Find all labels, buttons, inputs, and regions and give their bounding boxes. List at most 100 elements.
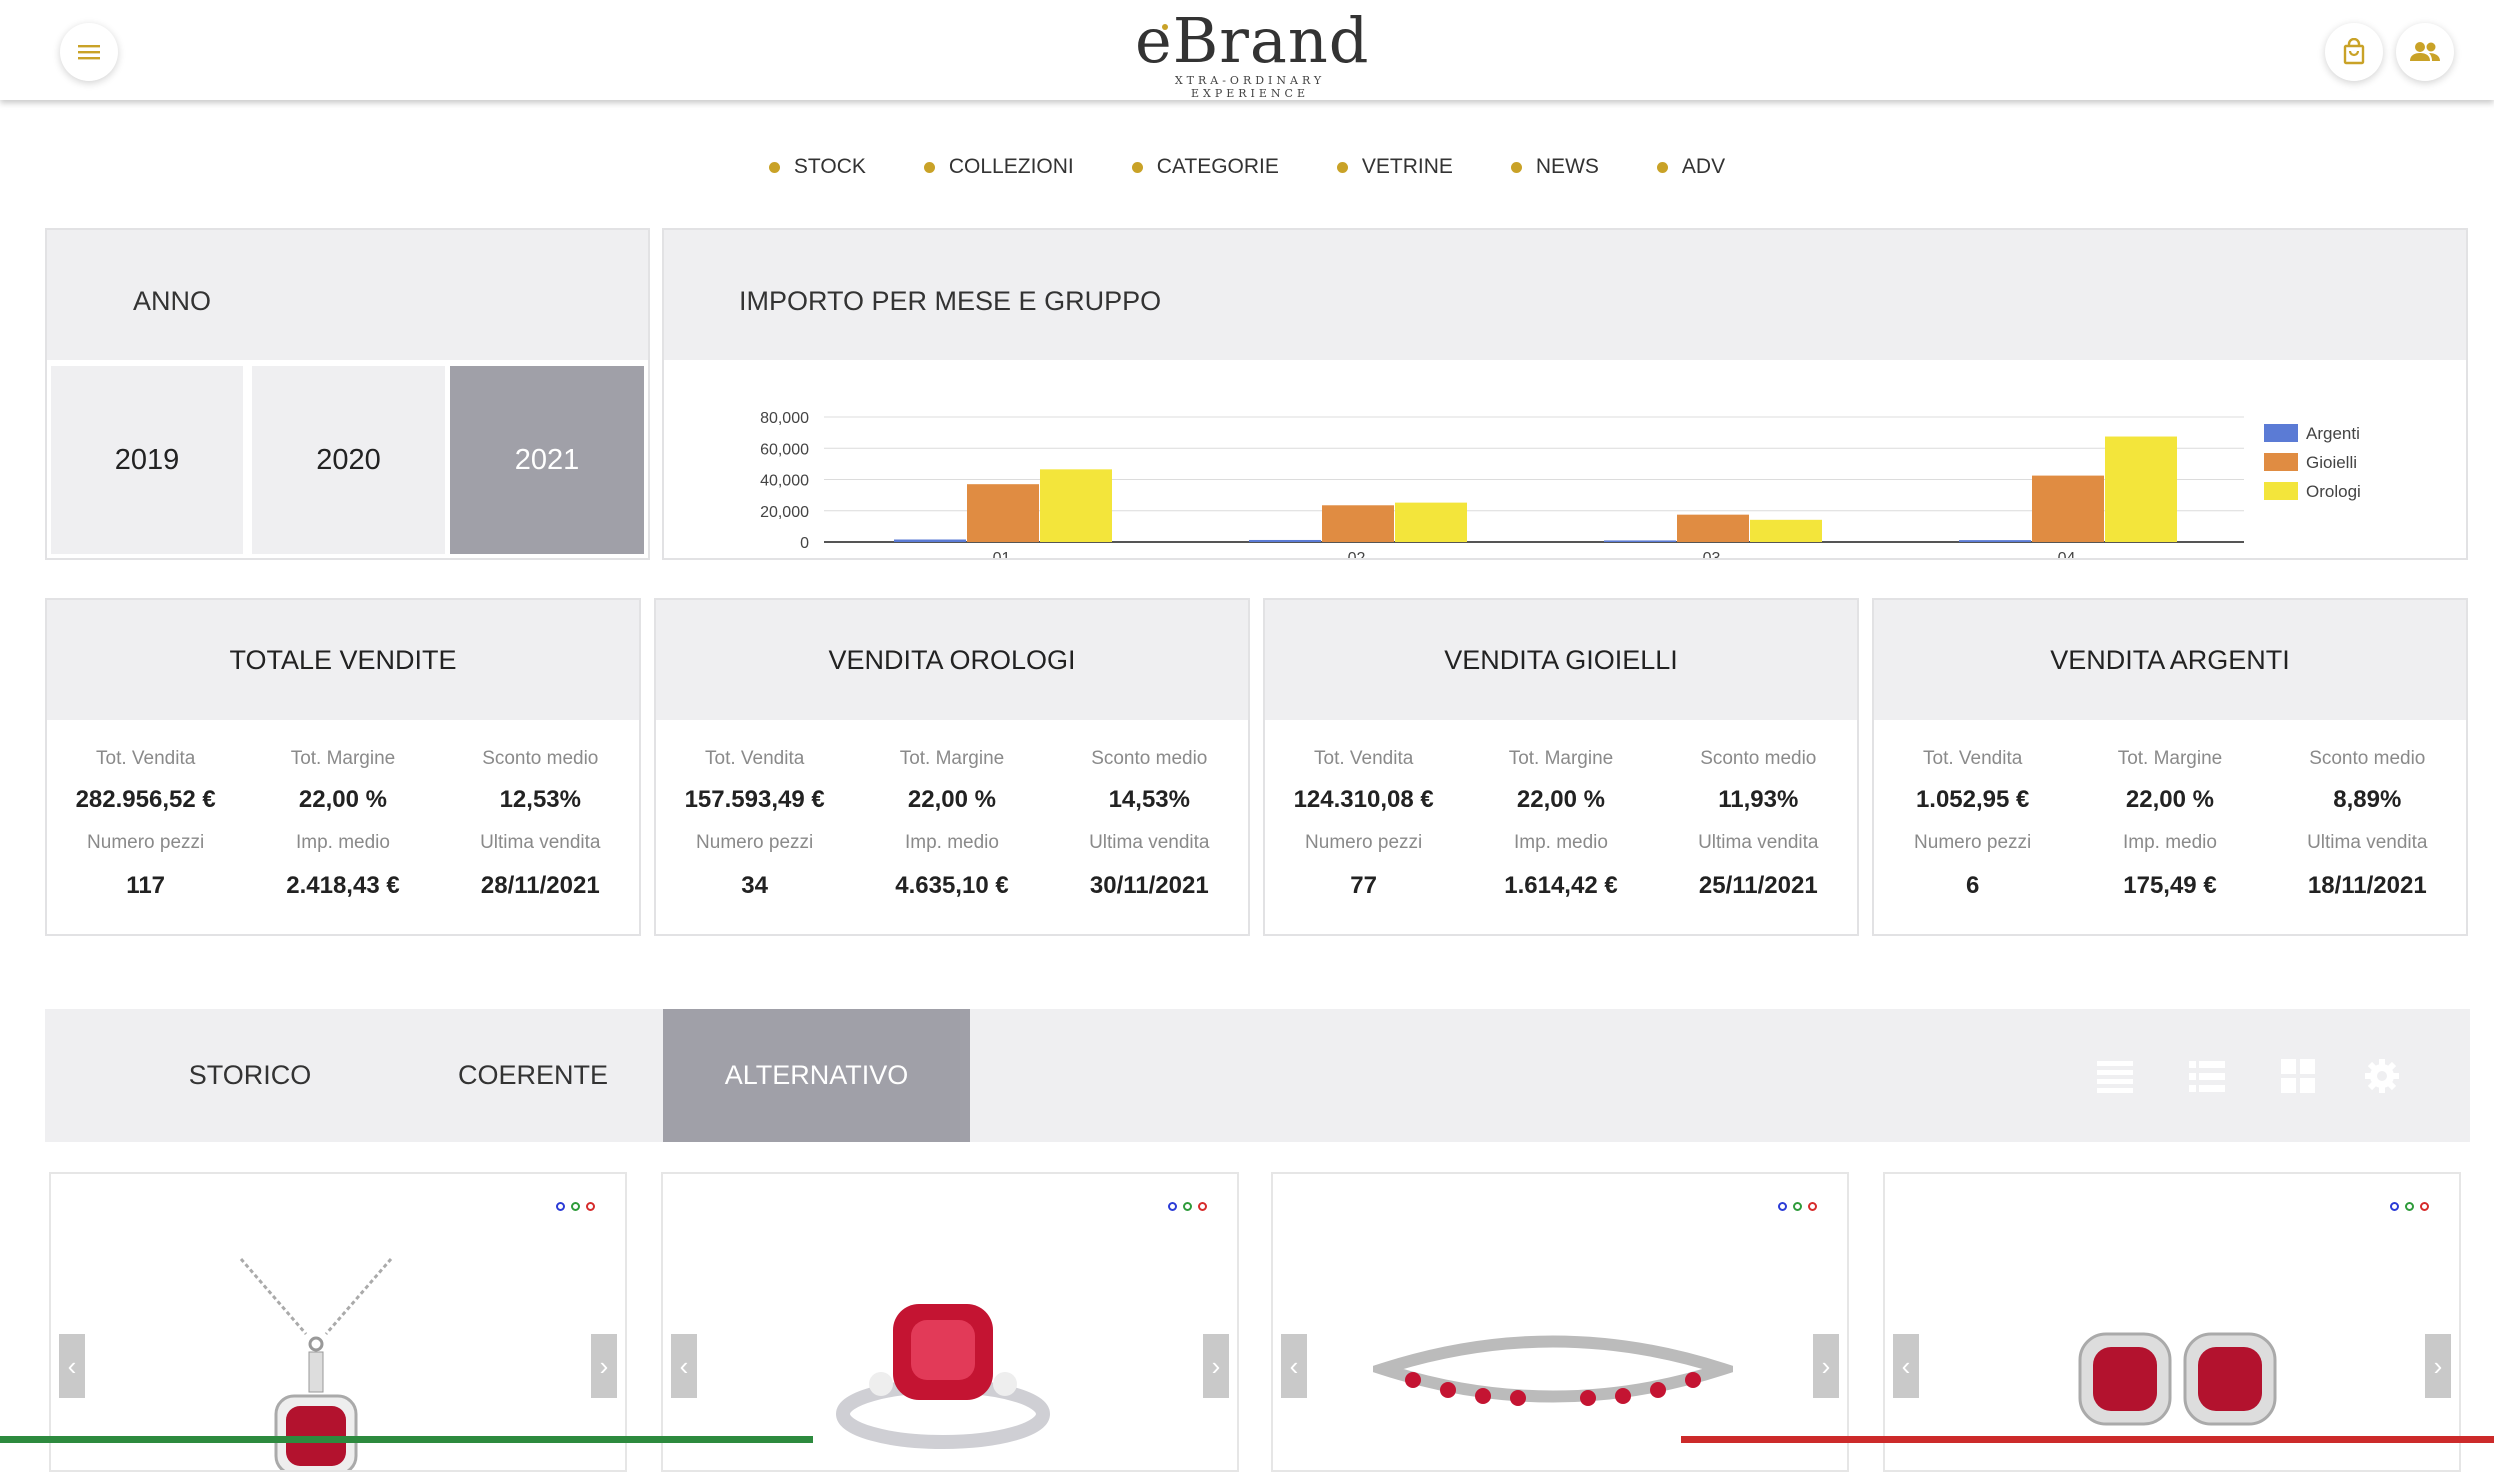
next-image-button[interactable]: ›	[1203, 1334, 1229, 1398]
view-tabs-bar: STORICO COERENTE ALTERNATIVO	[45, 1009, 2470, 1142]
nav-vetrine[interactable]: VETRINE	[1336, 152, 1453, 182]
chart-x-tick: 01	[993, 550, 1011, 558]
stat-value: 117	[126, 872, 166, 899]
chevron-left-icon: ‹	[679, 1350, 689, 1381]
bullet-icon	[1656, 161, 1668, 173]
color-variant-dots[interactable]	[1778, 1202, 1817, 1211]
settings-icon[interactable]	[2365, 1059, 2399, 1093]
shopping-bag-icon	[2343, 38, 2365, 65]
stat-label: Numero pezzi	[696, 832, 814, 853]
stat-card-vendita-orologi: VENDITA OROLOGI Tot. Vendita 157.593,49 € T…	[654, 598, 1250, 936]
color-variant-dots[interactable]	[2390, 1202, 2429, 1211]
chart-bar-orologi-02	[1395, 502, 1467, 542]
stat-value: 157.593,49 €	[684, 786, 825, 813]
legend-swatch-orologi	[2264, 482, 2298, 500]
chevron-left-icon: ‹	[1289, 1350, 1299, 1381]
grid-view-icon[interactable]	[2281, 1059, 2315, 1093]
bracelet-image	[1373, 1335, 1733, 1406]
stat-value: 77	[1350, 872, 1377, 899]
nav-label: NEWS	[1535, 155, 1599, 178]
tab-coerente[interactable]: COERENTE	[457, 1060, 609, 1090]
chevron-left-icon: ‹	[1901, 1350, 1911, 1381]
chart-x-tick: 04	[2058, 550, 2076, 558]
product-card-earrings[interactable]: ‹ ›	[1883, 1172, 2461, 1472]
nav-news[interactable]: NEWS	[1510, 152, 1599, 182]
chart-bar-gioielli-04	[2032, 475, 2104, 542]
stat-value: 25/11/2021	[1698, 872, 1818, 899]
stat-label: Imp. medio	[1513, 832, 1608, 853]
stat-label: Sconto medio	[2309, 748, 2426, 769]
nav-label: ADV	[1681, 155, 1726, 178]
bottom-bar-green	[0, 1436, 813, 1443]
stat-label: Ultima vendita	[1089, 832, 1210, 853]
chart-bar-gioielli-03	[1677, 514, 1749, 542]
prev-image-button[interactable]: ‹	[1893, 1334, 1919, 1398]
stat-value: 34	[741, 872, 768, 899]
nav-label: STOCK	[793, 155, 866, 178]
stat-value: 1.052,95 €	[1915, 786, 2030, 813]
stat-card-vendita-argenti: VENDITA ARGENTI Tot. Vendita 1.052,95 € Tot…	[1872, 598, 2468, 936]
product-card-necklace[interactable]: ‹ ›	[49, 1172, 627, 1472]
chart-y-tick: 80,000	[760, 410, 809, 427]
chart-panel: IMPORTO PER MESE E GRUPPO 80,000 60,000 40…	[662, 228, 2468, 560]
chart-y-tick: 0	[800, 535, 809, 552]
bottom-bar-red	[1681, 1436, 2494, 1443]
tab-storico[interactable]: STORICO	[188, 1060, 312, 1090]
year-panel-title: ANNO	[47, 230, 648, 360]
stat-label: Tot. Vendita	[96, 748, 196, 769]
stat-value: 22,00 %	[1516, 786, 1605, 813]
bar-chart: 80,000 60,000 40,000 20,000 0 01 02 03 04 Argenti…	[760, 410, 2361, 558]
next-image-button[interactable]: ›	[1813, 1334, 1839, 1398]
stat-value: 12,53%	[499, 786, 581, 813]
color-variant-dots[interactable]	[1168, 1202, 1207, 1211]
nav-collezioni[interactable]: COLLEZIONI	[923, 152, 1074, 182]
nav-categorie[interactable]: CATEGORIE	[1131, 152, 1279, 182]
chart-bar-orologi-01	[1040, 469, 1112, 542]
legend-swatch-gioielli	[2264, 453, 2298, 471]
cart-button[interactable]	[2325, 23, 2383, 81]
list-view-icon[interactable]	[2097, 1059, 2133, 1093]
nav-stock[interactable]: STOCK	[768, 152, 866, 182]
prev-image-button[interactable]: ‹	[1281, 1334, 1307, 1398]
next-image-button[interactable]: ›	[591, 1334, 617, 1398]
chart-y-tick: 20,000	[760, 504, 809, 521]
stat-value: 18/11/2021	[2307, 872, 2427, 899]
color-variant-dots[interactable]	[556, 1202, 595, 1211]
product-card-ring[interactable]: ‹ ›	[661, 1172, 1239, 1472]
chart-x-tick: 02	[1348, 550, 1366, 558]
stat-card-title: VENDITA GIOIELLI	[1265, 600, 1857, 720]
chart-bar-argenti-03	[1604, 540, 1676, 542]
menu-button[interactable]	[60, 23, 118, 81]
detail-list-icon[interactable]	[2189, 1059, 2225, 1093]
prev-image-button[interactable]: ‹	[671, 1334, 697, 1398]
stat-label: Numero pezzi	[1914, 832, 2032, 853]
brand-name: eBrand	[1135, 4, 1370, 77]
nav-adv[interactable]: ADV	[1656, 152, 1726, 182]
bullet-icon	[1336, 161, 1348, 173]
year-2020-button[interactable]: 2020	[252, 366, 445, 554]
users-button[interactable]	[2396, 23, 2454, 81]
year-2019-button[interactable]: 2019	[51, 366, 243, 554]
year-2021-button[interactable]: 2021	[450, 366, 644, 554]
prev-image-button[interactable]: ‹	[59, 1334, 85, 1398]
brand-logo[interactable]: eBrand XTRA-ORDINARY EXPERIENCE	[1135, 4, 1370, 100]
nav-label: COLLEZIONI	[948, 155, 1074, 178]
chart-y-tick: 40,000	[760, 473, 809, 490]
tab-alternativo[interactable]: ALTERNATIVO	[663, 1009, 970, 1142]
stat-value: 124.310,08 €	[1293, 786, 1434, 813]
stat-label: Ultima vendita	[2307, 832, 2428, 853]
stat-value: 28/11/2021	[480, 872, 600, 899]
stat-label: Ultima vendita	[480, 832, 601, 853]
stat-value: 11,93%	[1718, 786, 1799, 813]
legend-label: Argenti	[2306, 424, 2360, 443]
logo-gold-dot	[1162, 24, 1168, 30]
stat-label: Imp. medio	[2122, 832, 2217, 853]
stat-value: 282.956,52 €	[75, 786, 216, 813]
chart-bar-argenti-01	[894, 539, 966, 542]
stat-label: Tot. Vendita	[1923, 748, 2023, 769]
stat-label: Tot. Margine	[290, 748, 396, 769]
product-card-bracelet[interactable]: ‹ ›	[1271, 1172, 1849, 1472]
next-image-button[interactable]: ›	[2425, 1334, 2451, 1398]
stat-value: 1.614,42 €	[1504, 872, 1618, 899]
stat-card-title: VENDITA OROLOGI	[656, 600, 1248, 720]
